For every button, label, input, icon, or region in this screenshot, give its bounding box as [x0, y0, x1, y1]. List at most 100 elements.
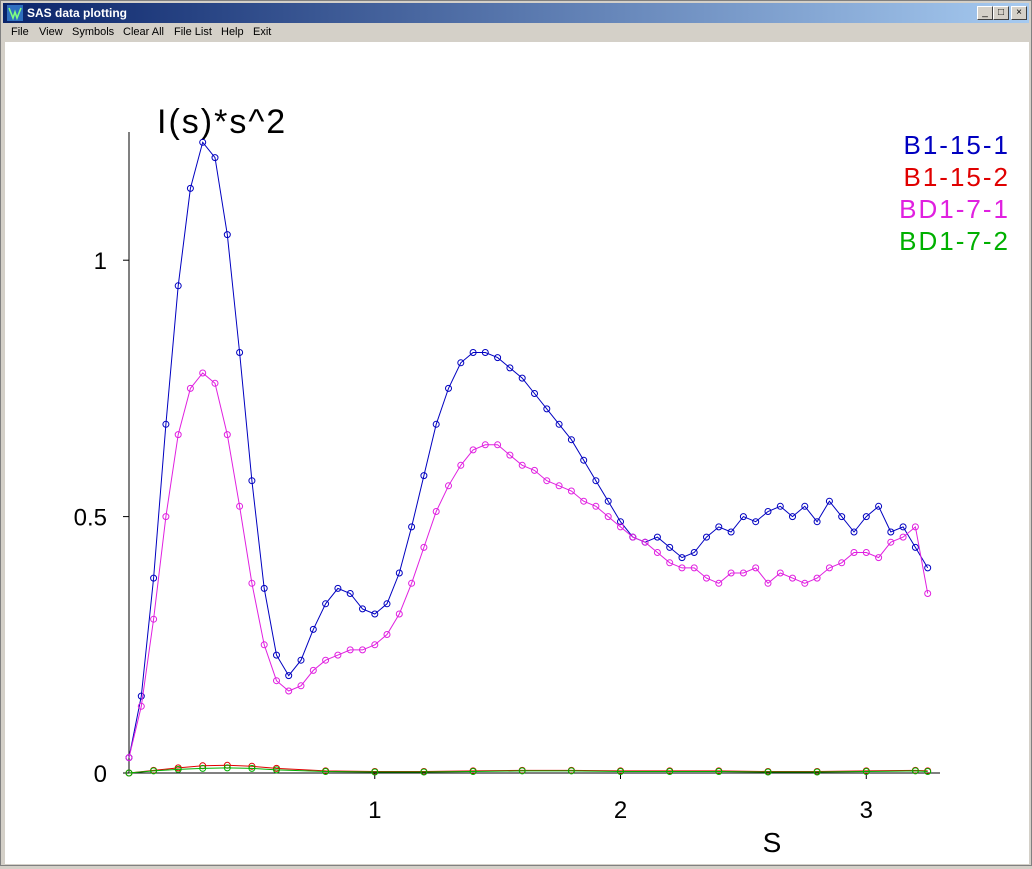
data-point [641, 538, 649, 546]
data-point [653, 549, 661, 556]
data-point [150, 767, 158, 775]
data-point [260, 584, 268, 592]
data-point [924, 590, 932, 597]
data-point [580, 497, 588, 505]
data-point [322, 600, 330, 608]
data-point [875, 502, 883, 510]
data-point [715, 768, 723, 775]
menu-view[interactable]: View [39, 26, 63, 38]
data-point [199, 138, 207, 146]
legend-entry: B1-15-1 [904, 130, 1011, 160]
data-point [911, 523, 919, 531]
data-point [346, 590, 354, 597]
data-point [174, 282, 182, 290]
data-point [383, 631, 391, 638]
data-point [223, 231, 231, 239]
data-point [703, 533, 710, 541]
data-point [432, 420, 440, 428]
data-point [666, 559, 674, 567]
data-point [186, 184, 194, 192]
title-bar[interactable]: SAS data plotting _ □ × [3, 3, 1029, 23]
series-BD1-7-2 [125, 764, 932, 777]
x-axis-label: S [763, 827, 782, 858]
data-point [555, 482, 563, 490]
data-point [420, 472, 428, 480]
data-point [592, 502, 600, 510]
legend-entry: B1-15-2 [904, 162, 1011, 192]
menu-clear-all[interactable]: Clear All [123, 26, 164, 38]
data-point [567, 767, 575, 775]
data-point [211, 379, 219, 387]
data-point [911, 767, 919, 775]
data-point [137, 702, 145, 710]
data-point [408, 523, 416, 531]
x-tick-label: 3 [860, 797, 873, 824]
data-point [125, 769, 133, 777]
data-point [248, 477, 256, 485]
data-point [518, 374, 526, 382]
data-point [248, 764, 256, 772]
data-point [186, 384, 194, 392]
data-point [359, 646, 366, 654]
data-point [518, 461, 526, 469]
data-point [604, 497, 612, 505]
data-point [629, 533, 637, 541]
data-point [752, 564, 760, 572]
menu-file[interactable]: File [11, 26, 29, 38]
legend-entry: BD1-7-2 [899, 226, 1010, 256]
data-point [506, 364, 514, 372]
data-point [273, 651, 280, 659]
data-point [285, 672, 293, 680]
data-point [395, 610, 403, 618]
data-point [703, 574, 710, 582]
data-point [604, 513, 612, 521]
chart: 0 0.5 1 1 2 3 I(s)*s^2 S B1-15-1B1-15-2BD1-7-1B… [74, 103, 1011, 858]
y-tick-label: 0.5 [74, 505, 107, 532]
data-point [223, 431, 231, 439]
data-point [715, 523, 723, 531]
series-line [128, 372, 929, 758]
data-point [174, 765, 182, 773]
data-point [838, 513, 846, 521]
data-point [776, 502, 784, 510]
menu-exit[interactable]: Exit [253, 26, 272, 38]
data-point [653, 533, 661, 541]
data-point [543, 477, 551, 485]
minimize-icon[interactable]: _ [977, 6, 993, 20]
data-point [727, 528, 735, 536]
maximize-icon[interactable]: □ [993, 6, 1009, 20]
data-point [432, 508, 440, 515]
data-point [162, 420, 170, 428]
y-tick-label: 1 [94, 248, 107, 275]
data-point [445, 482, 452, 490]
data-point [678, 564, 686, 572]
series-B1-15-2 [125, 761, 932, 777]
close-icon[interactable]: × [1011, 6, 1027, 20]
data-point [518, 767, 526, 775]
data-point [789, 574, 796, 582]
data-point [457, 461, 465, 469]
data-point [531, 466, 538, 474]
data-point [887, 528, 895, 536]
data-point [322, 768, 330, 775]
plot-area: 0 0.5 1 1 2 3 I(s)*s^2 S B1-15-1 B1-15-2 BD1-7-1 B… [5, 42, 1029, 864]
menu-file-list[interactable]: File List [174, 26, 212, 38]
data-point [911, 543, 919, 551]
data-point [150, 615, 158, 623]
data-point [445, 384, 452, 392]
data-point [924, 768, 932, 775]
data-point [297, 656, 305, 664]
data-point [125, 754, 133, 762]
menu-help[interactable]: Help [221, 26, 244, 38]
data-point [334, 651, 342, 659]
data-point [567, 487, 575, 495]
data-point [236, 349, 244, 356]
data-point [420, 768, 428, 776]
data-point [666, 543, 674, 551]
data-point [739, 513, 747, 521]
data-point [150, 574, 158, 582]
menu-symbols[interactable]: Symbols [72, 26, 115, 38]
data-point [506, 451, 514, 459]
data-point [764, 768, 772, 776]
